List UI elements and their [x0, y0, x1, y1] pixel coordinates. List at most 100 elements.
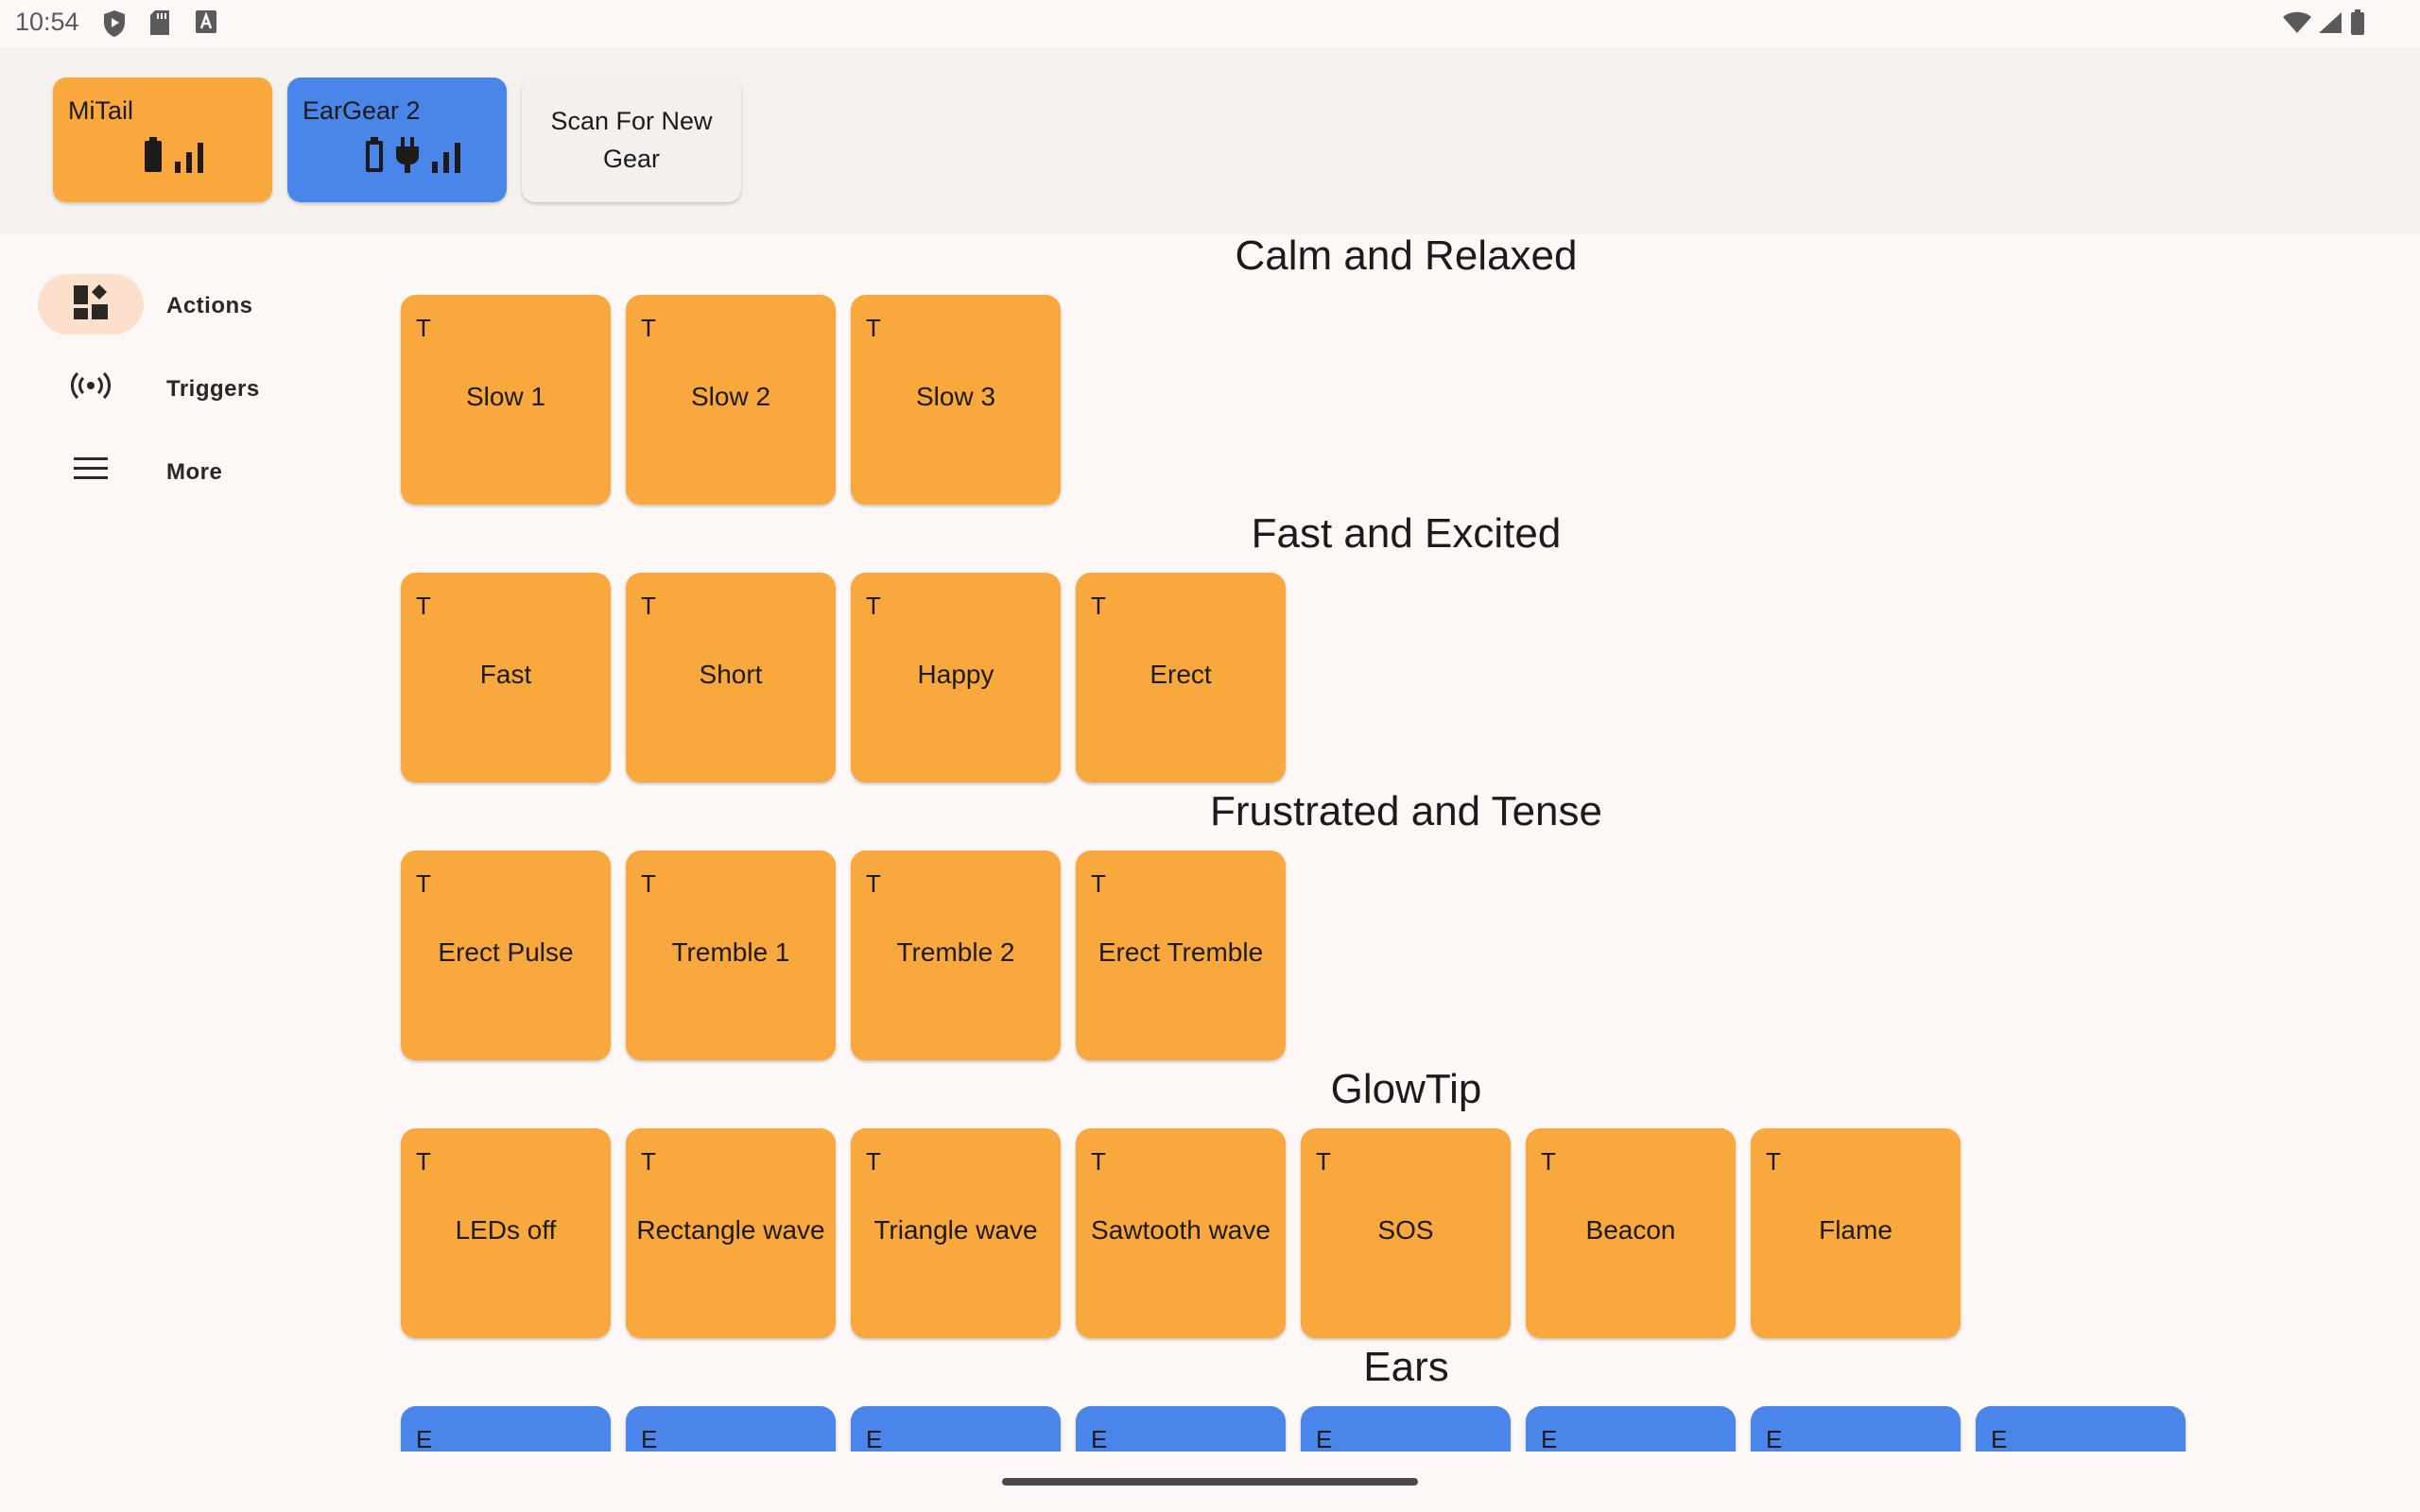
gear-name: MiTail	[68, 96, 134, 125]
nav-label: More	[166, 459, 223, 485]
tile-label: Beacon	[1585, 1215, 1676, 1245]
nav-label: Actions	[166, 293, 253, 318]
section-title: Calm and Relaxed	[1235, 232, 1578, 279]
tile-label: Fast	[479, 660, 532, 689]
tile-label: Tremble 2	[896, 937, 1015, 967]
action-grid-ears: E E E E E E E E	[397, 1399, 2420, 1452]
action-tile[interactable]: E	[1976, 1406, 2186, 1452]
tile-tag: T	[1766, 1147, 1781, 1176]
action-tile[interactable]: T Triangle wave	[851, 1128, 1061, 1338]
action-tile[interactable]: E	[1526, 1406, 1736, 1452]
tile-tag: T	[1091, 869, 1106, 898]
action-tile[interactable]: E	[401, 1406, 611, 1452]
battery-icon	[144, 137, 163, 178]
tile-label: Flame	[1819, 1215, 1893, 1245]
tile-label: Tremble 1	[671, 937, 790, 967]
tile-label: Short	[699, 660, 763, 689]
menu-icon	[73, 455, 109, 487]
action-tile[interactable]: T Tremble 2	[851, 850, 1061, 1060]
tile-label: Erect Pulse	[438, 937, 574, 967]
action-tile[interactable]: T Happy	[851, 573, 1061, 782]
nav-pill	[38, 440, 144, 501]
nav-item-triggers[interactable]: Triggers	[38, 357, 340, 420]
cell-signal-icon	[2318, 11, 2342, 39]
dashboard-icon	[72, 284, 110, 326]
tile-label: Sawtooth wave	[1091, 1215, 1270, 1245]
tile-label: Triangle wave	[873, 1215, 1038, 1245]
tile-tag: T	[866, 314, 881, 342]
broadcast-icon	[71, 371, 111, 404]
tile-label: Slow 3	[915, 382, 996, 411]
tile-label: Happy	[917, 660, 994, 689]
battery-icon	[365, 137, 384, 178]
tile-tag: E	[866, 1425, 883, 1452]
action-tile[interactable]: E	[851, 1406, 1061, 1452]
tile-label: Rectangle wave	[636, 1215, 825, 1245]
tile-tag: E	[1541, 1425, 1558, 1452]
gear-card-mitail[interactable]: MiTail	[53, 77, 272, 202]
tile-tag: T	[416, 592, 431, 620]
section-title: GlowTip	[1330, 1066, 1482, 1112]
tile-tag: T	[866, 592, 881, 620]
tile-label: Erect	[1150, 660, 1212, 689]
scan-new-gear-button[interactable]: Scan For New Gear	[522, 77, 741, 202]
tile-tag: E	[1766, 1425, 1783, 1452]
action-tile[interactable]: T SOS	[1301, 1128, 1511, 1338]
action-tile[interactable]: E	[626, 1406, 836, 1452]
tile-tag: E	[416, 1425, 433, 1452]
tile-label: Slow 2	[690, 382, 771, 411]
tile-label: LEDs off	[455, 1215, 557, 1245]
action-tile[interactable]: T Short	[626, 573, 836, 782]
action-tile[interactable]: T Rectangle wave	[626, 1128, 836, 1338]
tile-tag: T	[641, 869, 656, 898]
action-tile[interactable]: T Erect	[1076, 573, 1286, 782]
status-bar: 10:54	[0, 0, 2420, 47]
tile-tag: T	[416, 314, 431, 342]
home-gesture-bar[interactable]	[1002, 1478, 1418, 1486]
section-title: Fast and Excited	[1251, 510, 1562, 557]
status-time: 10:54	[15, 8, 79, 36]
tile-tag: E	[641, 1425, 658, 1452]
action-tile[interactable]: T Erect Tremble	[1076, 850, 1286, 1060]
tile-tag: E	[1316, 1425, 1333, 1452]
tile-tag: T	[1091, 592, 1106, 620]
tile-tag: T	[416, 1147, 431, 1176]
tile-tag: E	[1091, 1425, 1108, 1452]
tile-label: Slow 1	[465, 382, 546, 411]
tile-tag: T	[1541, 1147, 1556, 1176]
play-protect-icon	[102, 9, 127, 43]
action-tile[interactable]: E	[1751, 1406, 1961, 1452]
action-tile[interactable]: T Erect Pulse	[401, 850, 611, 1060]
tile-tag: T	[641, 314, 656, 342]
action-tile[interactable]: E	[1076, 1406, 1286, 1452]
action-tile[interactable]: T Tremble 1	[626, 850, 836, 1060]
action-tile[interactable]: T Slow 3	[851, 295, 1061, 505]
action-tile[interactable]: T Beacon	[1526, 1128, 1736, 1338]
gear-name: EarGear 2	[302, 96, 421, 125]
action-tile[interactable]: T Fast	[401, 573, 611, 782]
nav-item-actions[interactable]: Actions	[38, 274, 340, 336]
gear-card-eargear[interactable]: EarGear 2	[287, 77, 507, 202]
nav-item-more[interactable]: More	[38, 440, 340, 503]
tile-label: Erect Tremble	[1098, 937, 1264, 967]
tile-tag: T	[1316, 1147, 1331, 1176]
tile-tag: T	[1091, 1147, 1106, 1176]
action-tile[interactable]: T Slow 2	[626, 295, 836, 505]
signal-bars-icon	[431, 143, 461, 178]
section-title: Frustrated and Tense	[1210, 788, 1602, 834]
action-tile[interactable]: T Sawtooth wave	[1076, 1128, 1286, 1338]
tile-tag: T	[416, 869, 431, 898]
action-tile[interactable]: T LEDs off	[401, 1128, 611, 1338]
tile-tag: E	[1991, 1425, 2008, 1452]
nav-pill	[38, 274, 144, 335]
wifi-icon	[2282, 11, 2312, 39]
action-tile[interactable]: T Flame	[1751, 1128, 1961, 1338]
gear-header: MiTail EarGear 2 Scan For New Gear	[0, 47, 2420, 234]
nav-label: Triggers	[166, 376, 260, 402]
section-title: Ears	[1363, 1344, 1449, 1390]
action-tile[interactable]: T Slow 1	[401, 295, 611, 505]
nav-pill	[38, 357, 144, 418]
sd-card-icon	[149, 9, 170, 41]
signal-bars-icon	[174, 143, 204, 178]
action-tile[interactable]: E	[1301, 1406, 1511, 1452]
